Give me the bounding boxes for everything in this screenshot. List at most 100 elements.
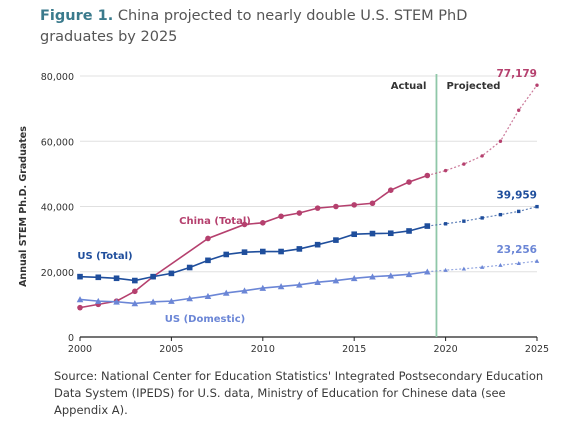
data-point xyxy=(424,268,431,275)
data-point xyxy=(278,213,284,220)
series-us-total xyxy=(77,204,539,284)
x-tick-label: 2005 xyxy=(159,344,183,355)
data-point xyxy=(351,231,357,238)
figure-title: Figure 1. China projected to nearly doub… xyxy=(40,6,540,48)
data-point xyxy=(387,230,394,237)
data-point xyxy=(479,264,485,269)
data-point xyxy=(296,210,303,216)
data-point xyxy=(132,288,138,295)
data-point xyxy=(314,205,321,211)
end-value-label: 77,179 xyxy=(496,68,537,80)
data-point xyxy=(94,297,102,304)
data-point xyxy=(260,248,266,255)
data-point xyxy=(498,263,503,267)
data-point xyxy=(443,168,448,173)
data-point xyxy=(424,172,431,179)
data-point xyxy=(480,216,484,220)
data-point xyxy=(223,251,230,258)
grid-lines xyxy=(80,75,537,273)
y-tick-label: 80,000 xyxy=(41,72,74,83)
data-point xyxy=(405,271,413,278)
data-point xyxy=(369,200,376,207)
series-line-actual xyxy=(79,174,428,309)
data-point xyxy=(314,278,321,285)
data-point xyxy=(534,258,540,263)
data-point xyxy=(131,300,139,307)
series-us-domestic xyxy=(76,258,540,307)
data-point xyxy=(77,304,83,311)
x-tick-label: 2015 xyxy=(342,344,366,355)
data-point xyxy=(168,270,175,277)
data-point xyxy=(332,277,340,284)
data-point xyxy=(517,108,521,112)
data-point xyxy=(186,295,193,302)
data-point xyxy=(314,241,321,248)
data-point xyxy=(95,274,102,281)
data-point xyxy=(168,297,175,304)
data-point xyxy=(333,203,339,210)
data-point xyxy=(204,292,212,300)
end-value-label: 23,256 xyxy=(496,244,537,256)
x-tick-label: 2000 xyxy=(68,344,92,355)
data-point xyxy=(277,283,285,290)
data-point xyxy=(535,204,539,209)
series-name-label: China (Total) xyxy=(179,216,251,227)
x-tick-label: 2020 xyxy=(434,344,458,355)
data-point xyxy=(517,209,521,214)
end-value-label: 39,959 xyxy=(496,190,537,202)
series-name-label: US (Domestic) xyxy=(165,314,245,325)
data-point xyxy=(516,261,521,265)
data-point xyxy=(369,273,376,280)
data-point xyxy=(259,284,267,291)
data-point xyxy=(150,273,156,280)
data-point xyxy=(498,212,503,217)
data-point xyxy=(333,237,339,243)
data-point xyxy=(351,202,358,208)
series-line-actual xyxy=(79,225,428,282)
data-point xyxy=(113,275,120,282)
series-line-projected xyxy=(427,84,538,177)
data-point xyxy=(205,257,211,264)
data-point xyxy=(296,246,303,252)
data-point xyxy=(222,289,230,296)
figure-title-text: China projected to nearly double U.S. ST… xyxy=(40,8,468,45)
data-point xyxy=(424,223,431,229)
series-name-label: US (Total) xyxy=(77,251,132,262)
data-point xyxy=(462,162,466,166)
data-point xyxy=(535,83,539,87)
data-point xyxy=(387,272,395,279)
series-china xyxy=(77,83,539,311)
data-point xyxy=(296,281,303,288)
data-point xyxy=(480,154,484,158)
data-point xyxy=(498,139,503,143)
y-tick-label: 0 xyxy=(68,333,74,344)
x-tick-label: 2010 xyxy=(251,344,275,355)
data-point xyxy=(132,277,138,284)
y-tick-label: 60,000 xyxy=(41,137,74,148)
data-point xyxy=(406,179,412,185)
data-point xyxy=(113,298,120,305)
data-point xyxy=(387,187,394,193)
data-point xyxy=(443,222,448,226)
data-point xyxy=(350,274,358,282)
source-note: Source: National Center for Education St… xyxy=(54,369,544,417)
data-point xyxy=(241,221,248,228)
y-tick-label: 40,000 xyxy=(41,203,74,214)
data-point xyxy=(462,219,466,223)
x-tick-label: 2025 xyxy=(525,344,549,355)
data-point xyxy=(241,287,248,294)
data-point xyxy=(76,296,84,303)
y-tick-label: 20,000 xyxy=(41,268,74,279)
series-line-actual xyxy=(79,270,428,305)
axes: 0 20,000 40,000 60,000 80,000 2000 2005 2010 201… xyxy=(18,72,549,355)
actual-label: Actual xyxy=(391,81,427,92)
data-point xyxy=(369,230,376,237)
series-layer xyxy=(76,83,540,311)
data-point xyxy=(149,298,157,305)
data-point xyxy=(461,266,467,271)
data-point xyxy=(241,249,248,255)
data-point xyxy=(406,228,412,234)
y-axis-title: Annual STEM Ph.D. Graduates xyxy=(18,126,29,287)
